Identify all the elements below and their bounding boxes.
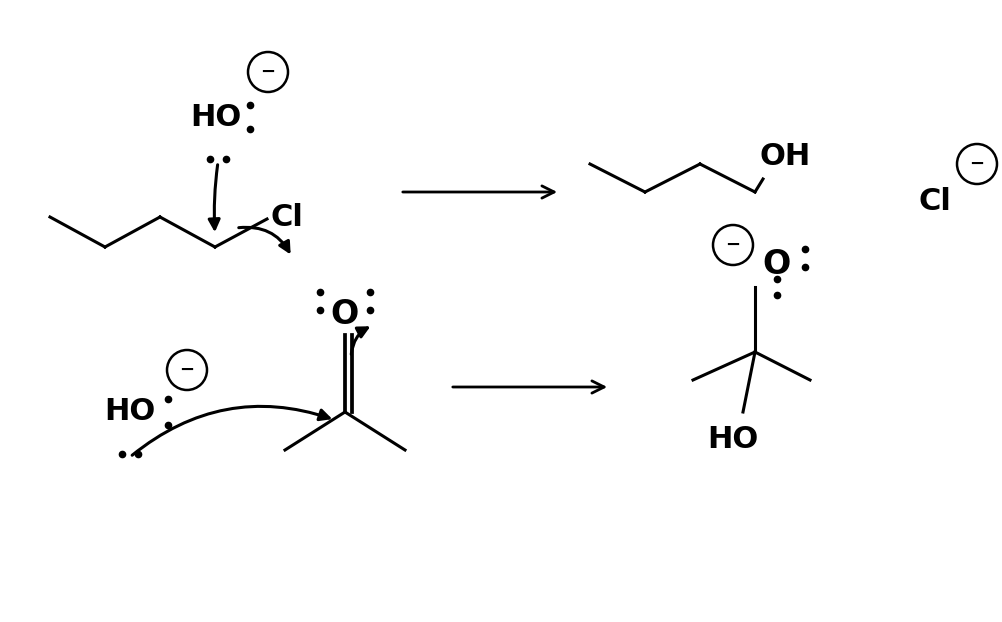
Text: Cl: Cl <box>271 203 304 231</box>
Text: O: O <box>331 297 359 330</box>
Text: −: − <box>179 361 194 379</box>
Text: OH: OH <box>760 142 811 172</box>
FancyArrowPatch shape <box>209 165 219 229</box>
FancyArrowPatch shape <box>132 406 329 455</box>
FancyArrowPatch shape <box>238 227 289 251</box>
FancyArrowPatch shape <box>352 328 368 355</box>
Text: O: O <box>763 249 792 282</box>
Text: HO: HO <box>104 397 155 427</box>
Text: −: − <box>261 63 276 81</box>
Text: HO: HO <box>707 424 759 453</box>
Text: −: − <box>970 155 985 173</box>
Text: HO: HO <box>190 103 241 131</box>
Text: Cl: Cl <box>919 187 952 216</box>
Text: −: − <box>725 236 740 254</box>
